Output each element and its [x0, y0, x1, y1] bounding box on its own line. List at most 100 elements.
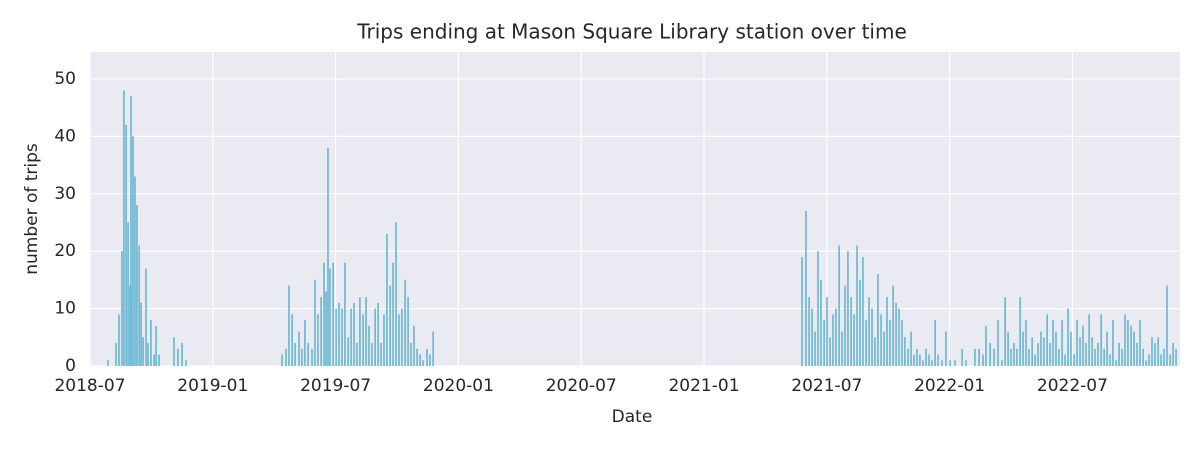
bar: [801, 256, 803, 366]
bar: [173, 337, 175, 366]
bar: [158, 354, 160, 366]
bar: [134, 176, 136, 366]
plot-area: [90, 52, 1180, 366]
bar: [919, 354, 921, 366]
bar: [136, 205, 138, 366]
bar: [142, 337, 144, 366]
bar: [916, 348, 918, 366]
bar: [1163, 348, 1165, 366]
bar: [985, 325, 987, 366]
bar: [155, 325, 157, 366]
y-tick-label: 10: [54, 299, 76, 319]
bar: [1175, 348, 1177, 366]
bar: [127, 222, 129, 366]
bar: [1064, 354, 1066, 366]
bar: [901, 320, 903, 366]
bar: [341, 308, 343, 366]
bar: [150, 320, 152, 366]
bar: [898, 308, 900, 366]
bar: [314, 279, 316, 366]
bar: [928, 354, 930, 366]
bar: [1070, 331, 1072, 366]
bar: [883, 331, 885, 366]
bar: [874, 337, 876, 366]
bar: [121, 251, 123, 366]
bar: [347, 337, 349, 366]
bar: [1001, 360, 1003, 366]
bar: [325, 291, 327, 366]
bar: [961, 348, 963, 366]
bar: [320, 297, 322, 366]
bar: [285, 348, 287, 366]
bar: [868, 297, 870, 366]
bar: [377, 302, 379, 366]
bar: [862, 256, 864, 366]
bar: [380, 343, 382, 366]
bar: [1112, 320, 1114, 366]
bar: [844, 285, 846, 366]
bar: [329, 268, 331, 366]
bar: [1151, 337, 1153, 366]
bar: [997, 320, 999, 366]
bar: [294, 343, 296, 366]
bar: [931, 360, 933, 366]
bar: [925, 348, 927, 366]
bar: [323, 262, 325, 366]
bar: [356, 343, 358, 366]
bar: [853, 314, 855, 366]
bar: [413, 325, 415, 366]
bar: [398, 314, 400, 366]
bar: [1016, 348, 1018, 366]
bar: [181, 343, 183, 366]
bar: [974, 348, 976, 366]
bar: [1028, 348, 1030, 366]
bar: [805, 211, 807, 366]
bar: [889, 320, 891, 366]
bar: [1058, 348, 1060, 366]
bar: [419, 354, 421, 366]
bar: [1040, 331, 1042, 366]
bar: [1055, 331, 1057, 366]
bar: [298, 331, 300, 366]
bar: [965, 360, 967, 366]
bar: [989, 343, 991, 366]
bar: [147, 343, 149, 366]
bar: [1118, 343, 1120, 366]
bar: [353, 302, 355, 366]
bar: [1166, 285, 1168, 366]
x-tick-label: 2019-01: [177, 376, 248, 396]
bar: [945, 331, 947, 366]
bar: [1067, 308, 1069, 366]
bar: [359, 297, 361, 366]
bar: [1082, 325, 1084, 366]
bar: [307, 343, 309, 366]
bar: [304, 320, 306, 366]
bar: [368, 325, 370, 366]
bar: [130, 96, 132, 366]
chart-title: Trips ending at Mason Square Library sta…: [356, 20, 907, 44]
bar: [1133, 331, 1135, 366]
bar: [811, 308, 813, 366]
bar: [1076, 320, 1078, 366]
bar: [1127, 320, 1129, 366]
bar: [835, 308, 837, 366]
bar: [856, 245, 858, 366]
bar: [1046, 314, 1048, 366]
bar: [1172, 343, 1174, 366]
y-tick-label: 30: [54, 184, 76, 204]
bar: [823, 320, 825, 366]
bar: [880, 314, 882, 366]
bar: [1130, 325, 1132, 366]
bar: [386, 233, 388, 366]
bar: [185, 360, 187, 366]
bar: [291, 314, 293, 366]
bar: [140, 302, 142, 366]
bar: [1115, 360, 1117, 366]
bar: [432, 331, 434, 366]
bar: [838, 245, 840, 366]
bar: [429, 354, 431, 366]
x-tick-label: 2019-07: [300, 376, 371, 396]
bar: [153, 354, 155, 366]
bar: [1100, 314, 1102, 366]
bar: [1124, 314, 1126, 366]
